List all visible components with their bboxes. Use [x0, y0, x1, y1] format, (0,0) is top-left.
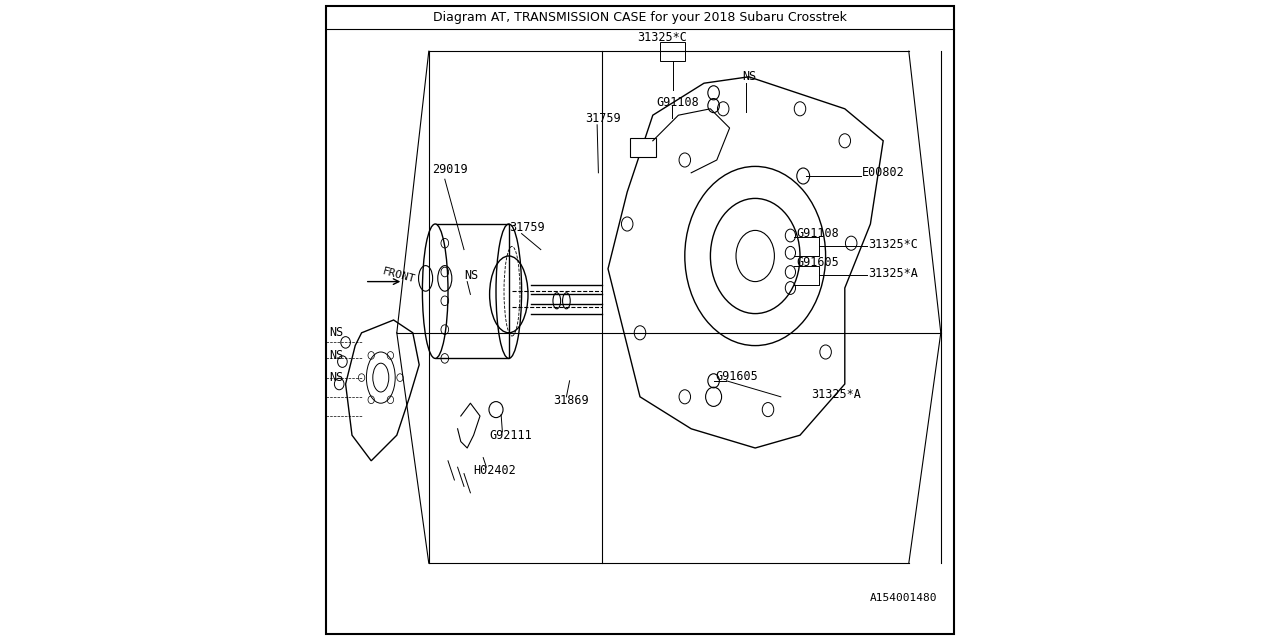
- Text: NS: NS: [330, 349, 344, 362]
- Text: G91108: G91108: [796, 227, 840, 240]
- Ellipse shape: [422, 224, 448, 358]
- Text: NS: NS: [330, 371, 344, 384]
- Text: NS: NS: [742, 70, 756, 83]
- Text: G91108: G91108: [657, 96, 699, 109]
- Bar: [660, 42, 686, 61]
- Text: 31759: 31759: [508, 221, 544, 234]
- Text: G91605: G91605: [796, 256, 840, 269]
- Text: 31869: 31869: [554, 394, 589, 406]
- Text: 29019: 29019: [433, 163, 467, 176]
- Text: 31325*A: 31325*A: [812, 388, 860, 401]
- Ellipse shape: [334, 378, 344, 390]
- Text: 31325*A: 31325*A: [869, 267, 918, 280]
- Text: G91605: G91605: [716, 370, 758, 383]
- Bar: [435, 224, 508, 358]
- Text: A154001480: A154001480: [870, 593, 937, 604]
- Text: H02402: H02402: [474, 464, 516, 477]
- Text: 31325*C: 31325*C: [869, 238, 918, 251]
- Text: NS: NS: [330, 326, 344, 339]
- Ellipse shape: [340, 337, 351, 348]
- Text: G92111: G92111: [490, 429, 532, 442]
- Ellipse shape: [338, 356, 347, 367]
- Text: 31325*C: 31325*C: [637, 31, 686, 44]
- Text: FRONT: FRONT: [381, 266, 416, 284]
- Text: NS: NS: [465, 269, 479, 282]
- Text: E00802: E00802: [863, 166, 905, 179]
- Text: Diagram AT, TRANSMISSION CASE for your 2018 Subaru Crosstrek: Diagram AT, TRANSMISSION CASE for your 2…: [433, 11, 847, 24]
- Bar: [630, 138, 657, 157]
- Text: 31759: 31759: [585, 112, 621, 125]
